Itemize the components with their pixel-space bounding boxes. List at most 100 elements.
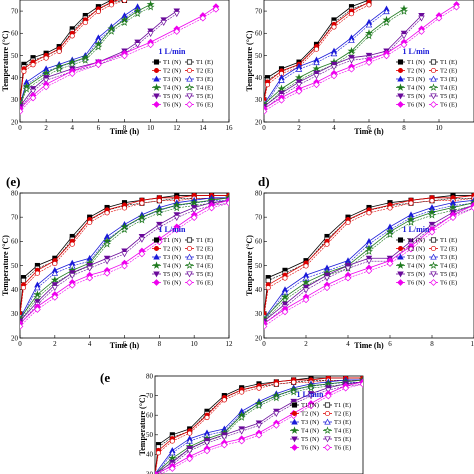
series-point-T6-E	[449, 214, 457, 222]
x-tick-label: 2	[53, 340, 57, 348]
y-tick-label: 60	[11, 238, 19, 246]
y-tick-label: 30	[255, 310, 263, 318]
legend: 1 L/min T1 (N) T1 (E) T2 (N) T2 (E) T3 (N) T3 …	[290, 390, 351, 452]
series-point-T2-E	[155, 450, 162, 456]
legend-label-E: T3 (E)	[196, 76, 213, 83]
series-point-T4-E	[68, 60, 77, 69]
series-point-T2-E	[265, 285, 271, 291]
series-line-T5-E	[20, 13, 177, 110]
legend-marker-E	[324, 410, 331, 417]
series-point-T5-E	[302, 287, 310, 294]
legend-label-N: T3 (N)	[301, 419, 319, 426]
series-point-T6-E	[307, 402, 315, 410]
x-tick-label: 0	[18, 124, 22, 132]
x-axis-label: Time (h)	[354, 127, 384, 136]
legend-marker-E	[430, 279, 437, 286]
legend-marker-E	[429, 83, 438, 91]
series-point-T2-E	[324, 241, 330, 247]
legend-label-N: T6 (N)	[163, 102, 181, 109]
legend-marker-E	[430, 67, 437, 74]
series-point-T5-N	[365, 255, 373, 262]
legend-label-E: T4 (E)	[334, 428, 351, 435]
legend-marker-N	[397, 67, 404, 74]
legend-marker-N	[397, 237, 404, 243]
legend-label-E: T2 (E)	[196, 68, 213, 75]
series-point-T4-E	[365, 31, 373, 40]
legend-flow-rate: 1 L/min	[403, 225, 430, 234]
legend-label-N: T3 (N)	[407, 254, 425, 261]
series-point-T3-E	[34, 284, 41, 291]
series-point-T2-E	[221, 397, 227, 403]
legend-marker-E	[324, 402, 331, 408]
series-point-T6-E	[435, 14, 443, 22]
series-point-T4-E	[120, 225, 129, 234]
series-point-T2-E	[69, 33, 75, 39]
series-point-T6-E	[281, 308, 289, 316]
y-tick-label: 40	[11, 74, 19, 82]
series-point-T6-E	[348, 65, 355, 73]
legend: 1 L/min T1 (N) T1 (E) T2 (N) T2 (E) T3 (N) T3 …	[396, 225, 457, 287]
series-point-T3-E	[365, 21, 373, 28]
series-point-T5-E	[307, 393, 315, 400]
legend-marker-E	[323, 426, 332, 434]
series-point-T6-E	[225, 199, 229, 207]
series-point-T6-E	[95, 61, 102, 69]
legend-label-E: T3 (E)	[196, 254, 213, 261]
chart-panel-bottom: 30 40 50 60 70 80 Temperature (°C) 1 L/min T1 (N…	[138, 372, 364, 474]
series-point-T5-E	[186, 448, 193, 455]
series-point-T5-N	[86, 262, 93, 269]
legend-label-N: T1 (N)	[163, 59, 181, 66]
y-tick-label: 40	[255, 286, 263, 294]
series-point-T6-E	[359, 380, 363, 388]
series-line-T3-N	[20, 6, 138, 105]
chart-panel-top-right: 20 30 40 50 60 70 0 2 4 6 8 10 Time (h) Temperature (…	[245, 0, 474, 136]
y-tick-label: 30	[11, 310, 19, 318]
series-point-T4-E	[407, 218, 415, 226]
series-point-T5-N	[103, 255, 111, 262]
legend-marker-N	[153, 271, 160, 278]
legend-label-E: T2 (E)	[440, 68, 457, 75]
series-point-T2-E	[204, 415, 210, 421]
series-point-T4-E	[103, 240, 112, 248]
series-line-T3-E	[264, 11, 387, 108]
series-line-T1-N	[264, 195, 474, 314]
y-tick-label: 60	[255, 30, 263, 38]
legend-label-N: T5 (N)	[407, 93, 425, 100]
series-point-T4-E	[237, 413, 246, 421]
legend-label-N: T4 (N)	[407, 85, 425, 92]
series-point-T4-E	[382, 18, 391, 27]
series-point-T2-E	[21, 68, 27, 74]
legend-label-E: T4 (E)	[440, 85, 457, 92]
legend-marker-E	[430, 75, 437, 82]
series-point-T6-E	[324, 392, 332, 400]
chart-panel-middle-right: 20 30 40 50 60 70 80 0 2 4 6 8 10 Time (h) Temperature…	[245, 189, 474, 350]
series-point-T3-E	[278, 76, 285, 83]
legend-marker-E	[186, 279, 193, 286]
legend-label-E: T6 (E)	[196, 280, 213, 287]
series-point-T6-E	[173, 28, 181, 35]
series-point-T5-E	[29, 88, 37, 95]
legend-label-N: T3 (N)	[407, 76, 425, 83]
x-tick-label: 4	[346, 340, 350, 348]
legend-label-E: T5 (E)	[440, 271, 457, 278]
series-point-T6-E	[386, 260, 394, 267]
y-tick-label: 50	[255, 262, 263, 270]
y-tick-label: 40	[11, 286, 19, 294]
series-point-T6-E	[272, 422, 280, 429]
series-line-T3-E	[264, 202, 474, 322]
series-point-T6-E	[255, 431, 263, 439]
series-line-T2-E	[20, 0, 125, 103]
legend-label-N: T5 (N)	[163, 93, 181, 100]
series-point-T2-E	[187, 430, 193, 436]
series-point-T4-E	[172, 203, 181, 212]
legend-label-N: T5 (N)	[163, 271, 181, 278]
x-axis-label: Time (h)	[110, 341, 140, 350]
series-point-T2-E	[408, 200, 414, 206]
panel-label-d: d)	[258, 174, 270, 189]
series-point-T2-E	[108, 2, 114, 8]
legend-marker-N	[397, 59, 404, 65]
legend-marker-N	[153, 237, 160, 243]
series-point-T2-E	[69, 241, 75, 247]
series-point-T5-N	[190, 204, 198, 211]
x-axis-label: Time (h)	[110, 127, 140, 136]
